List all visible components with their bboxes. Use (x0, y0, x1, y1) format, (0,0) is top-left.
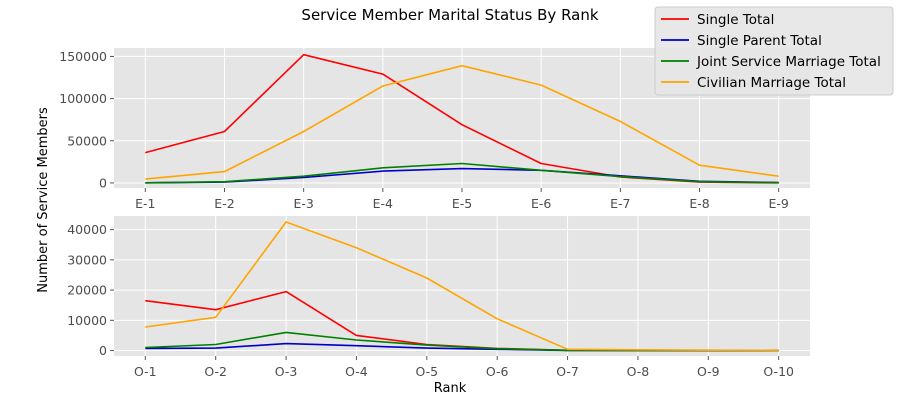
chart-title: Service Member Marital Status By Rank (301, 6, 598, 24)
series-line-civilian-marriage-total (145, 221, 779, 352)
x-tick-label: E-4 (373, 196, 393, 211)
series-line-civilian-marriage-total (145, 64, 779, 180)
x-tick-label: O-1 (134, 364, 157, 379)
y-tick-label: 150000 (59, 49, 107, 64)
y-tick-label: 10000 (67, 313, 107, 328)
officer-panel: O-1 O-2 O-3 O-4 O-5 O-6 O-7 O-8 O-9 O-10 0 10000 200… (67, 216, 810, 379)
legend-label-single-total: Single Total (697, 12, 774, 28)
y-tick-label: 0 (99, 175, 107, 190)
y-tick-label: 50000 (67, 133, 107, 148)
x-tick-label: O-5 (415, 364, 438, 379)
x-tick-label: E-6 (531, 196, 551, 211)
x-tick-label: E-3 (293, 196, 313, 211)
x-tick-label: O-3 (275, 364, 298, 379)
x-tick-label: E-5 (452, 196, 472, 211)
y-tick-label: 100000 (59, 91, 107, 106)
x-tick-label: E-1 (135, 196, 155, 211)
x-tick-label: O-4 (345, 364, 368, 379)
x-axis-label: Rank (434, 381, 467, 396)
legend-box (654, 6, 894, 96)
legend-label-joint-service-marriage-total: Joint Service Marriage Total (696, 54, 881, 70)
x-tick-label: O-6 (486, 364, 509, 379)
x-tick-label: O-9 (697, 364, 720, 379)
x-tick-label: E-7 (610, 196, 630, 211)
y-tick-label: 40000 (67, 222, 107, 237)
y-tick-label: 20000 (67, 283, 107, 298)
x-tick-label: O-7 (556, 364, 579, 379)
x-tick-label: O-10 (763, 364, 794, 379)
y-tick-label: 0 (99, 343, 107, 358)
y-tick-label: 30000 (67, 252, 107, 267)
x-tick-label: O-2 (204, 364, 227, 379)
legend-label-single-parent-total: Single Parent Total (697, 33, 822, 49)
x-tick-label: O-8 (627, 364, 650, 379)
x-tick-label: E-8 (689, 196, 709, 211)
y-axis-label: Number of Service Members (36, 107, 51, 293)
legend-label-civilian-marriage-total: Civilian Marriage Total (697, 75, 846, 91)
x-tick-label: E-2 (214, 196, 234, 211)
legend: Single Total Single Parent Total Joint Ser… (654, 6, 894, 96)
series-line-joint-service-marriage-total (145, 162, 779, 184)
x-tick-label: E-9 (768, 196, 788, 211)
plot-area (114, 216, 810, 356)
